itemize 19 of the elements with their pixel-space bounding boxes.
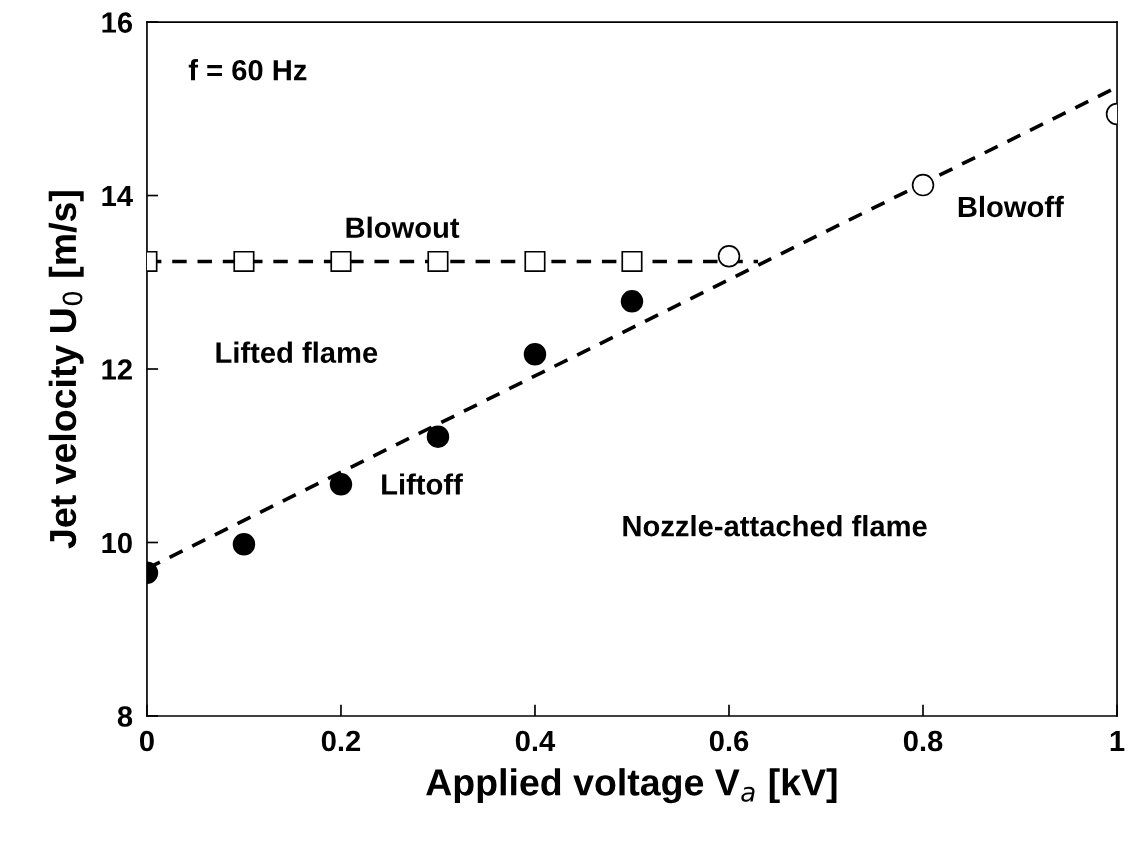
- x-tick-label: 0.8: [903, 730, 943, 752]
- y-tick-label: 8: [117, 706, 133, 727]
- x-tick-label: 0: [139, 730, 154, 752]
- annotation: Blowout: [346, 216, 460, 239]
- x-tick-label: 0.6: [709, 730, 749, 752]
- y-tick-label: 12: [102, 359, 132, 380]
- annotation: Nozzle-attached flame: [623, 515, 927, 537]
- x-tick-label: 1: [1110, 730, 1125, 751]
- x-tick-label: 0.4: [515, 730, 556, 752]
- annotation: Lifted flame: [216, 341, 378, 363]
- annotation: Blowoff: [958, 195, 1064, 218]
- y-tick-label: 10: [102, 532, 132, 554]
- x-axis-title: Applied voltage V$_{a}$ [kV]: [426, 768, 837, 804]
- y-tick-label: 14: [102, 186, 133, 207]
- y-tick-label: 16: [102, 12, 133, 33]
- y-axis-title: Jet velocity U$_{0}$ [m/s]: [48, 191, 84, 549]
- annotation: Liftoff: [382, 473, 463, 495]
- x-tick-label: 0.2: [321, 730, 361, 752]
- annotation: f = 60 Hz: [188, 59, 307, 81]
